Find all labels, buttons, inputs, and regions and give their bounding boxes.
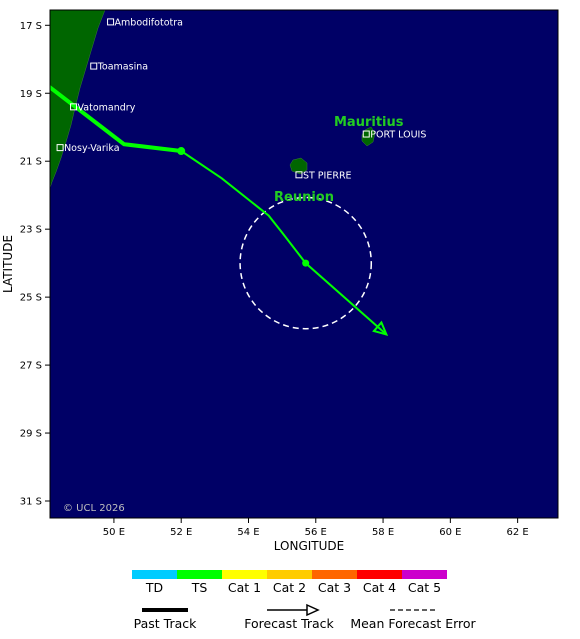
track-key-legend: Past Track Forecast Track Mean Forecast … (134, 603, 477, 631)
legend-swatch-cat-5 (402, 570, 447, 579)
legend-label-ts: TS (191, 580, 208, 595)
legend-label-cat-4: Cat 4 (363, 580, 396, 595)
forecast-track-key-label: Forecast Track (244, 616, 334, 631)
past-track-key-label: Past Track (134, 616, 197, 631)
lon-tick-label: 52 E (170, 527, 192, 538)
place-label: Ambodifototra (115, 17, 183, 28)
lat-tick-label: 25 S (20, 293, 42, 304)
legend-label-cat-3: Cat 3 (318, 580, 351, 595)
longitude-axis: 50 E 52 E 54 E 56 E 58 E 60 E 62 E (103, 518, 529, 538)
legend-swatch-ts (177, 570, 222, 579)
lon-tick-label: 50 E (103, 527, 125, 538)
lon-tick-label: 54 E (237, 527, 259, 538)
latitude-axis: 17 S 19 S 21 S 23 S 25 S 27 S 29 S 31 S (20, 21, 50, 508)
mauritius-label: Mauritius (334, 115, 404, 130)
place-label: PORT LOUIS (370, 130, 426, 141)
lon-tick-label: 62 E (507, 527, 529, 538)
intensity-legend: TD TS Cat 1 Cat 2 Cat 3 Cat 4 Cat 5 (132, 570, 447, 595)
place-markers: Ambodifototra Toamasina Vatomandry Nosy-Var… (56, 17, 426, 181)
legend-swatch-td (132, 570, 177, 579)
lat-tick-label: 23 S (20, 225, 42, 236)
mean-error-key-label: Mean Forecast Error (350, 616, 476, 631)
forecast-position-marker (302, 259, 310, 267)
place-label: Vatomandry (78, 102, 136, 113)
place-label: Nosy-Varika (64, 143, 119, 154)
current-position-marker (177, 147, 186, 156)
place-marker (56, 144, 64, 152)
forecast-error-circle (239, 196, 373, 330)
place-marker (70, 103, 78, 111)
forecast-arrowhead (372, 320, 389, 337)
lon-tick-label: 56 E (305, 527, 327, 538)
legend-label-cat-2: Cat 2 (273, 580, 306, 595)
lat-tick-label: 19 S (20, 89, 42, 100)
plot-frame (49, 9, 559, 519)
legend-label-cat-5: Cat 5 (408, 580, 441, 595)
legend-swatch-cat-1 (222, 570, 267, 579)
legend-label-td: TD (145, 580, 163, 595)
past-track-line (50, 84, 182, 154)
lat-tick-label: 31 S (20, 497, 42, 508)
mauritius-landmass (361, 126, 376, 147)
lat-tick-label: 17 S (20, 21, 42, 32)
plot-content: Ambodifototra Toamasina Vatomandry Nosy-Var… (50, 10, 426, 514)
lat-tick-label: 27 S (20, 361, 42, 372)
copyright-text: © UCL 2026 (63, 503, 125, 514)
legend-swatch-cat-4 (357, 570, 402, 579)
place-marker (90, 62, 98, 70)
place-label: ST PIERRE (303, 170, 352, 181)
place-label: Toamasina (97, 62, 148, 73)
place-marker (295, 171, 303, 179)
latitude-axis-title: LATITUDE (1, 235, 15, 293)
forecast-track-line (180, 150, 388, 336)
forecast-track-key-arrow (306, 603, 320, 617)
lat-tick-label: 29 S (20, 429, 42, 440)
reunion-label: Reunion (274, 190, 334, 205)
reunion-landmass (289, 157, 308, 175)
lon-tick-label: 60 E (439, 527, 461, 538)
place-marker (362, 130, 370, 138)
legend-label-cat-1: Cat 1 (228, 580, 261, 595)
legend-swatch-cat-2 (267, 570, 312, 579)
place-marker (107, 18, 115, 26)
lon-tick-label: 58 E (372, 527, 394, 538)
legend-swatch-cat-3 (312, 570, 357, 579)
madagascar-landmass (50, 10, 106, 189)
lat-tick-label: 21 S (20, 157, 42, 168)
longitude-axis-title: LONGITUDE (274, 539, 344, 553)
